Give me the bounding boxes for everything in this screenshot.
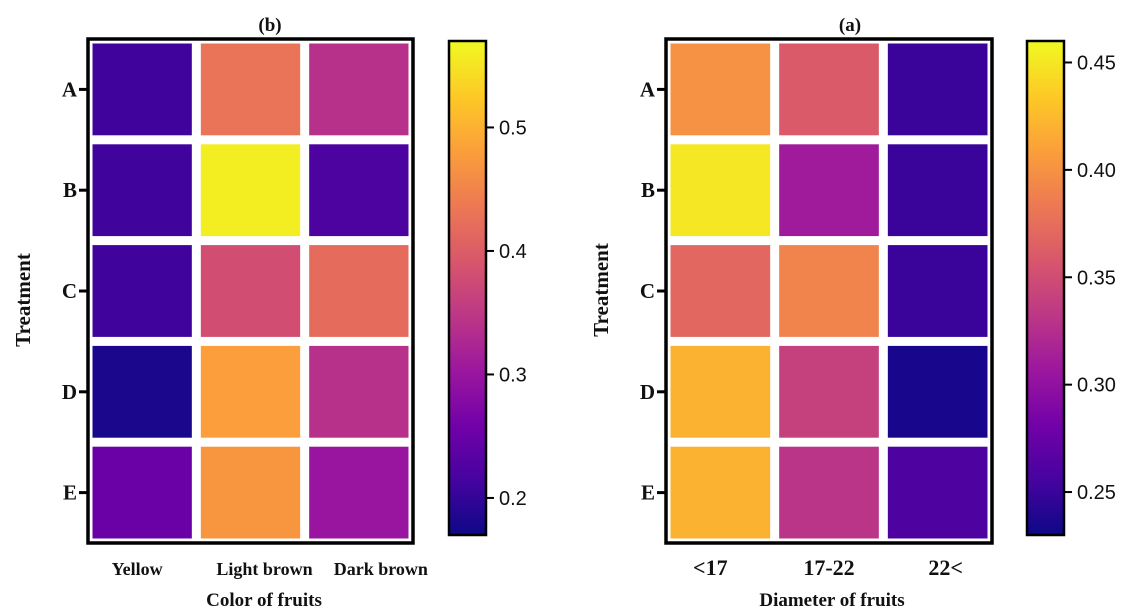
- heatmap-cell: [200, 144, 301, 237]
- y-tick-label: D: [640, 380, 655, 404]
- y-tick-label: E: [641, 481, 655, 505]
- heatmap-cell: [92, 245, 192, 337]
- heatmap-cell: [92, 345, 192, 438]
- heatmap-cell: [887, 245, 988, 337]
- y-axis-label: Treatment: [11, 253, 35, 347]
- colorbar-tick-label: 0.35: [1077, 267, 1116, 289]
- heatmap-cell: [887, 144, 988, 237]
- heatmap-cell: [200, 245, 301, 337]
- heatmap-cell: [200, 345, 301, 438]
- heatmap-panel-b: (b) Treatment Color of fruits A B C D E Yell…: [11, 15, 527, 611]
- y-ticks: A B C D E: [640, 77, 666, 505]
- y-tick-label: E: [63, 481, 77, 505]
- heatmap-cell: [779, 345, 879, 438]
- colorbar-ticks: 0.2 0.3 0.4 0.5: [486, 117, 527, 510]
- x-tick-label: Light brown: [216, 559, 312, 579]
- x-tick-labels: Yellow Light brown Dark brown: [112, 559, 428, 579]
- x-tick-label: <17: [693, 555, 728, 580]
- x-axis-label: Diameter of fruits: [759, 590, 904, 611]
- x-tick-labels: <17 17-22 22<: [693, 555, 963, 580]
- colorbar-tick-label: 0.25: [1077, 482, 1116, 504]
- x-tick-label: 17-22: [803, 555, 854, 580]
- y-tick-label: B: [641, 178, 655, 202]
- heatmap-panel-a: (a) Treatment Diameter of fruits A B C D E <…: [589, 15, 1116, 611]
- y-tick-label: A: [640, 77, 656, 101]
- heatmap-cell: [779, 446, 879, 539]
- heatmap-cell: [200, 43, 301, 136]
- heatmap-cells: [92, 43, 409, 539]
- heatmap-cell: [92, 144, 192, 237]
- y-tick-label: D: [62, 380, 77, 404]
- heatmap-cell: [92, 446, 192, 539]
- heatmap-cell: [200, 446, 301, 539]
- y-tick-label: B: [63, 178, 77, 202]
- heatmap-cell: [779, 245, 879, 337]
- heatmap-cells: [670, 43, 988, 539]
- heatmap-cell: [670, 43, 771, 136]
- heatmap-cell: [887, 345, 988, 438]
- colorbar: [447, 39, 488, 537]
- panel-title: (b): [258, 15, 281, 36]
- colorbar-tick-label: 0.3: [499, 364, 527, 386]
- x-tick-label: 22<: [928, 555, 963, 580]
- colorbar-tick-label: 0.30: [1077, 375, 1116, 397]
- heatmap-cell: [670, 345, 771, 438]
- heatmap-cell: [92, 43, 192, 136]
- heatmap-cell: [779, 144, 879, 237]
- colorbar-tick-label: 0.40: [1077, 160, 1116, 182]
- panel-title: (a): [839, 15, 861, 36]
- colorbar-ticks: 0.25 0.30 0.35 0.40 0.45: [1064, 52, 1116, 504]
- y-tick-label: C: [640, 279, 655, 303]
- heatmap-cell: [779, 43, 879, 136]
- heatmap-cell: [309, 43, 409, 136]
- colorbar-tick-label: 0.2: [499, 488, 527, 510]
- heatmap-cell: [670, 245, 771, 337]
- heatmap-cell: [887, 43, 988, 136]
- heatmap-cell: [309, 446, 409, 539]
- y-axis-label: Treatment: [589, 243, 613, 337]
- x-axis-label: Color of fruits: [206, 590, 322, 611]
- colorbar: [1025, 39, 1066, 537]
- heatmap-cell: [670, 446, 771, 539]
- colorbar-tick-label: 0.5: [499, 117, 527, 139]
- heatmap-cell: [309, 245, 409, 337]
- y-tick-label: A: [62, 77, 78, 101]
- x-tick-label: Dark brown: [334, 559, 428, 579]
- colorbar-tick-label: 0.4: [499, 241, 527, 263]
- heatmap-cell: [309, 345, 409, 438]
- y-tick-label: C: [62, 279, 77, 303]
- heatmap-cell: [309, 144, 409, 237]
- heatmap-cell: [670, 144, 771, 237]
- colorbar-tick-label: 0.45: [1077, 52, 1116, 74]
- x-tick-label: Yellow: [112, 559, 163, 579]
- y-ticks: A B C D E: [62, 77, 88, 505]
- heatmap-cell: [887, 446, 988, 539]
